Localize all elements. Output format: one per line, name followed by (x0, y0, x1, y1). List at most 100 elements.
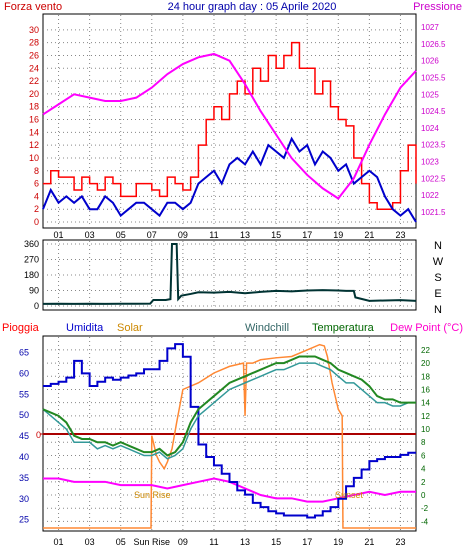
x-tick-label: 03 (85, 537, 95, 547)
wind-tick: 4 (34, 191, 39, 201)
temperature-tick: 20 (421, 359, 430, 368)
x-tick-label: 13 (240, 537, 250, 547)
x-tick-label: 03 (85, 230, 95, 240)
wind-axis-label: Forza vento (4, 1, 62, 13)
direction-tick: 270 (24, 255, 39, 265)
compass-letter: S (434, 272, 441, 284)
temperature-tick: 4 (421, 465, 426, 474)
x-tick-label: 15 (271, 230, 281, 240)
wind-tick: 20 (29, 89, 39, 99)
wind-tick: 14 (29, 127, 39, 137)
temperature-tick-labels: -4 -2 0 2 4 6 8 10 12 14 16 18 20 22 (421, 346, 430, 527)
top-x-tick-labels: 01 03 05 07 09 11 13 15 17 19 21 23 (54, 230, 406, 240)
direction-tick-labels: 0 90 180 270 360 (24, 239, 39, 311)
pressure-line (42, 52, 417, 200)
rain-zero-label: 0 (36, 430, 41, 440)
humidity-label: Umidita (66, 322, 104, 334)
pressure-tick: 1022.5 (421, 174, 446, 183)
x-tick-label: 21 (364, 537, 374, 547)
temperature-tick: -4 (421, 517, 429, 526)
sunrise-label: Sun Rise (134, 490, 171, 500)
x-tick-label: 23 (395, 537, 405, 547)
pressure-tick: 1027 (421, 23, 439, 32)
wind-tick: 28 (29, 38, 39, 48)
pressure-tick: 1022 (421, 191, 439, 200)
temperature-tick: 22 (421, 346, 430, 355)
pressure-tick: 1025 (421, 90, 439, 99)
x-tick-label: 19 (333, 537, 343, 547)
mid-series (42, 243, 417, 305)
pressure-tick: 1026.5 (421, 40, 446, 49)
pressure-tick: 1024 (421, 124, 439, 133)
dewpoint-label: Dew Point (°C) (390, 322, 463, 334)
wind-tick: 22 (29, 76, 39, 86)
mid-grid (43, 241, 416, 309)
temperature-tick: 14 (421, 399, 430, 408)
top-series (42, 41, 417, 223)
bottom-x-tick-labels: 01 03 05 Sun Rise 09 11 13 15 17 19 21 23 (54, 537, 406, 547)
x-tick-label: 05 (116, 230, 126, 240)
wind-tick: 12 (29, 140, 39, 150)
rain-label: Pioggia (2, 322, 40, 334)
temperature-tick: 16 (421, 385, 430, 394)
top-right-tick-labels: 1021.5 1022 1022.5 1023 1023.5 1024 1024.5 1025… (421, 23, 446, 217)
compass-letter: N (434, 304, 442, 316)
sunset-label: Sunset (335, 490, 364, 500)
x-tick-label: 17 (302, 537, 312, 547)
x-tick-label: 01 (54, 537, 64, 547)
humidity-tick: 60 (19, 368, 29, 378)
x-tick-label: 01 (54, 230, 64, 240)
wind-tick: 16 (29, 115, 39, 125)
solar-line (43, 343, 416, 529)
x-tick-label: Sun Rise (134, 537, 171, 547)
wind-tick: 30 (29, 25, 39, 35)
bottom-series (40, 343, 416, 529)
x-tick-label: 11 (209, 230, 218, 240)
temperature-tick: 2 (421, 478, 426, 487)
temperature-tick: 0 (421, 491, 426, 500)
wind-tick: 2 (34, 204, 39, 214)
pressure-axis-label: Pressione (413, 1, 462, 13)
humidity-tick-labels: 25 30 35 40 45 50 55 60 65 (19, 348, 29, 525)
gust-line (43, 41, 417, 210)
x-tick-label: 11 (209, 537, 218, 547)
solar-label: Solar (117, 322, 143, 334)
top-grid (43, 15, 416, 227)
x-tick-label: 21 (364, 230, 374, 240)
direction-tick: 0 (34, 301, 39, 311)
humidity-line (43, 343, 416, 519)
pressure-tick: 1026 (421, 57, 439, 66)
direction-tick: 360 (24, 239, 39, 249)
temperature-tick: -2 (421, 504, 429, 513)
x-tick-label: 19 (333, 230, 343, 240)
wind-tick: 10 (29, 153, 39, 163)
x-tick-label: 13 (240, 230, 250, 240)
pressure-tick: 1023.5 (421, 141, 446, 150)
wind-tick: 24 (29, 63, 39, 73)
pressure-tick: 1021.5 (421, 208, 446, 217)
x-tick-label: 07 (147, 230, 157, 240)
compass-letter: W (433, 256, 444, 268)
humidity-tick: 55 (19, 389, 29, 399)
temperature-tick: 6 (421, 451, 426, 460)
direction-line (42, 243, 417, 305)
x-tick-label: 05 (116, 537, 126, 547)
x-tick-label: 15 (271, 537, 281, 547)
top-panel-frame (42, 13, 417, 229)
temperature-tick: 12 (421, 412, 430, 421)
chart-title: 24 hour graph day : 05 Aprile 2020 (168, 1, 337, 13)
temperature-tick: 10 (421, 425, 430, 434)
direction-tick: 180 (24, 270, 39, 280)
direction-tick: 90 (29, 286, 39, 296)
humidity-tick: 45 (19, 431, 29, 441)
wind-tick: 18 (29, 102, 39, 112)
wind-tick: 8 (34, 166, 39, 176)
humidity-tick: 65 (19, 348, 29, 358)
x-tick-label: 09 (178, 230, 188, 240)
compass-letter: E (434, 288, 441, 300)
x-tick-label: 09 (178, 537, 188, 547)
pressure-tick: 1024.5 (421, 107, 446, 116)
